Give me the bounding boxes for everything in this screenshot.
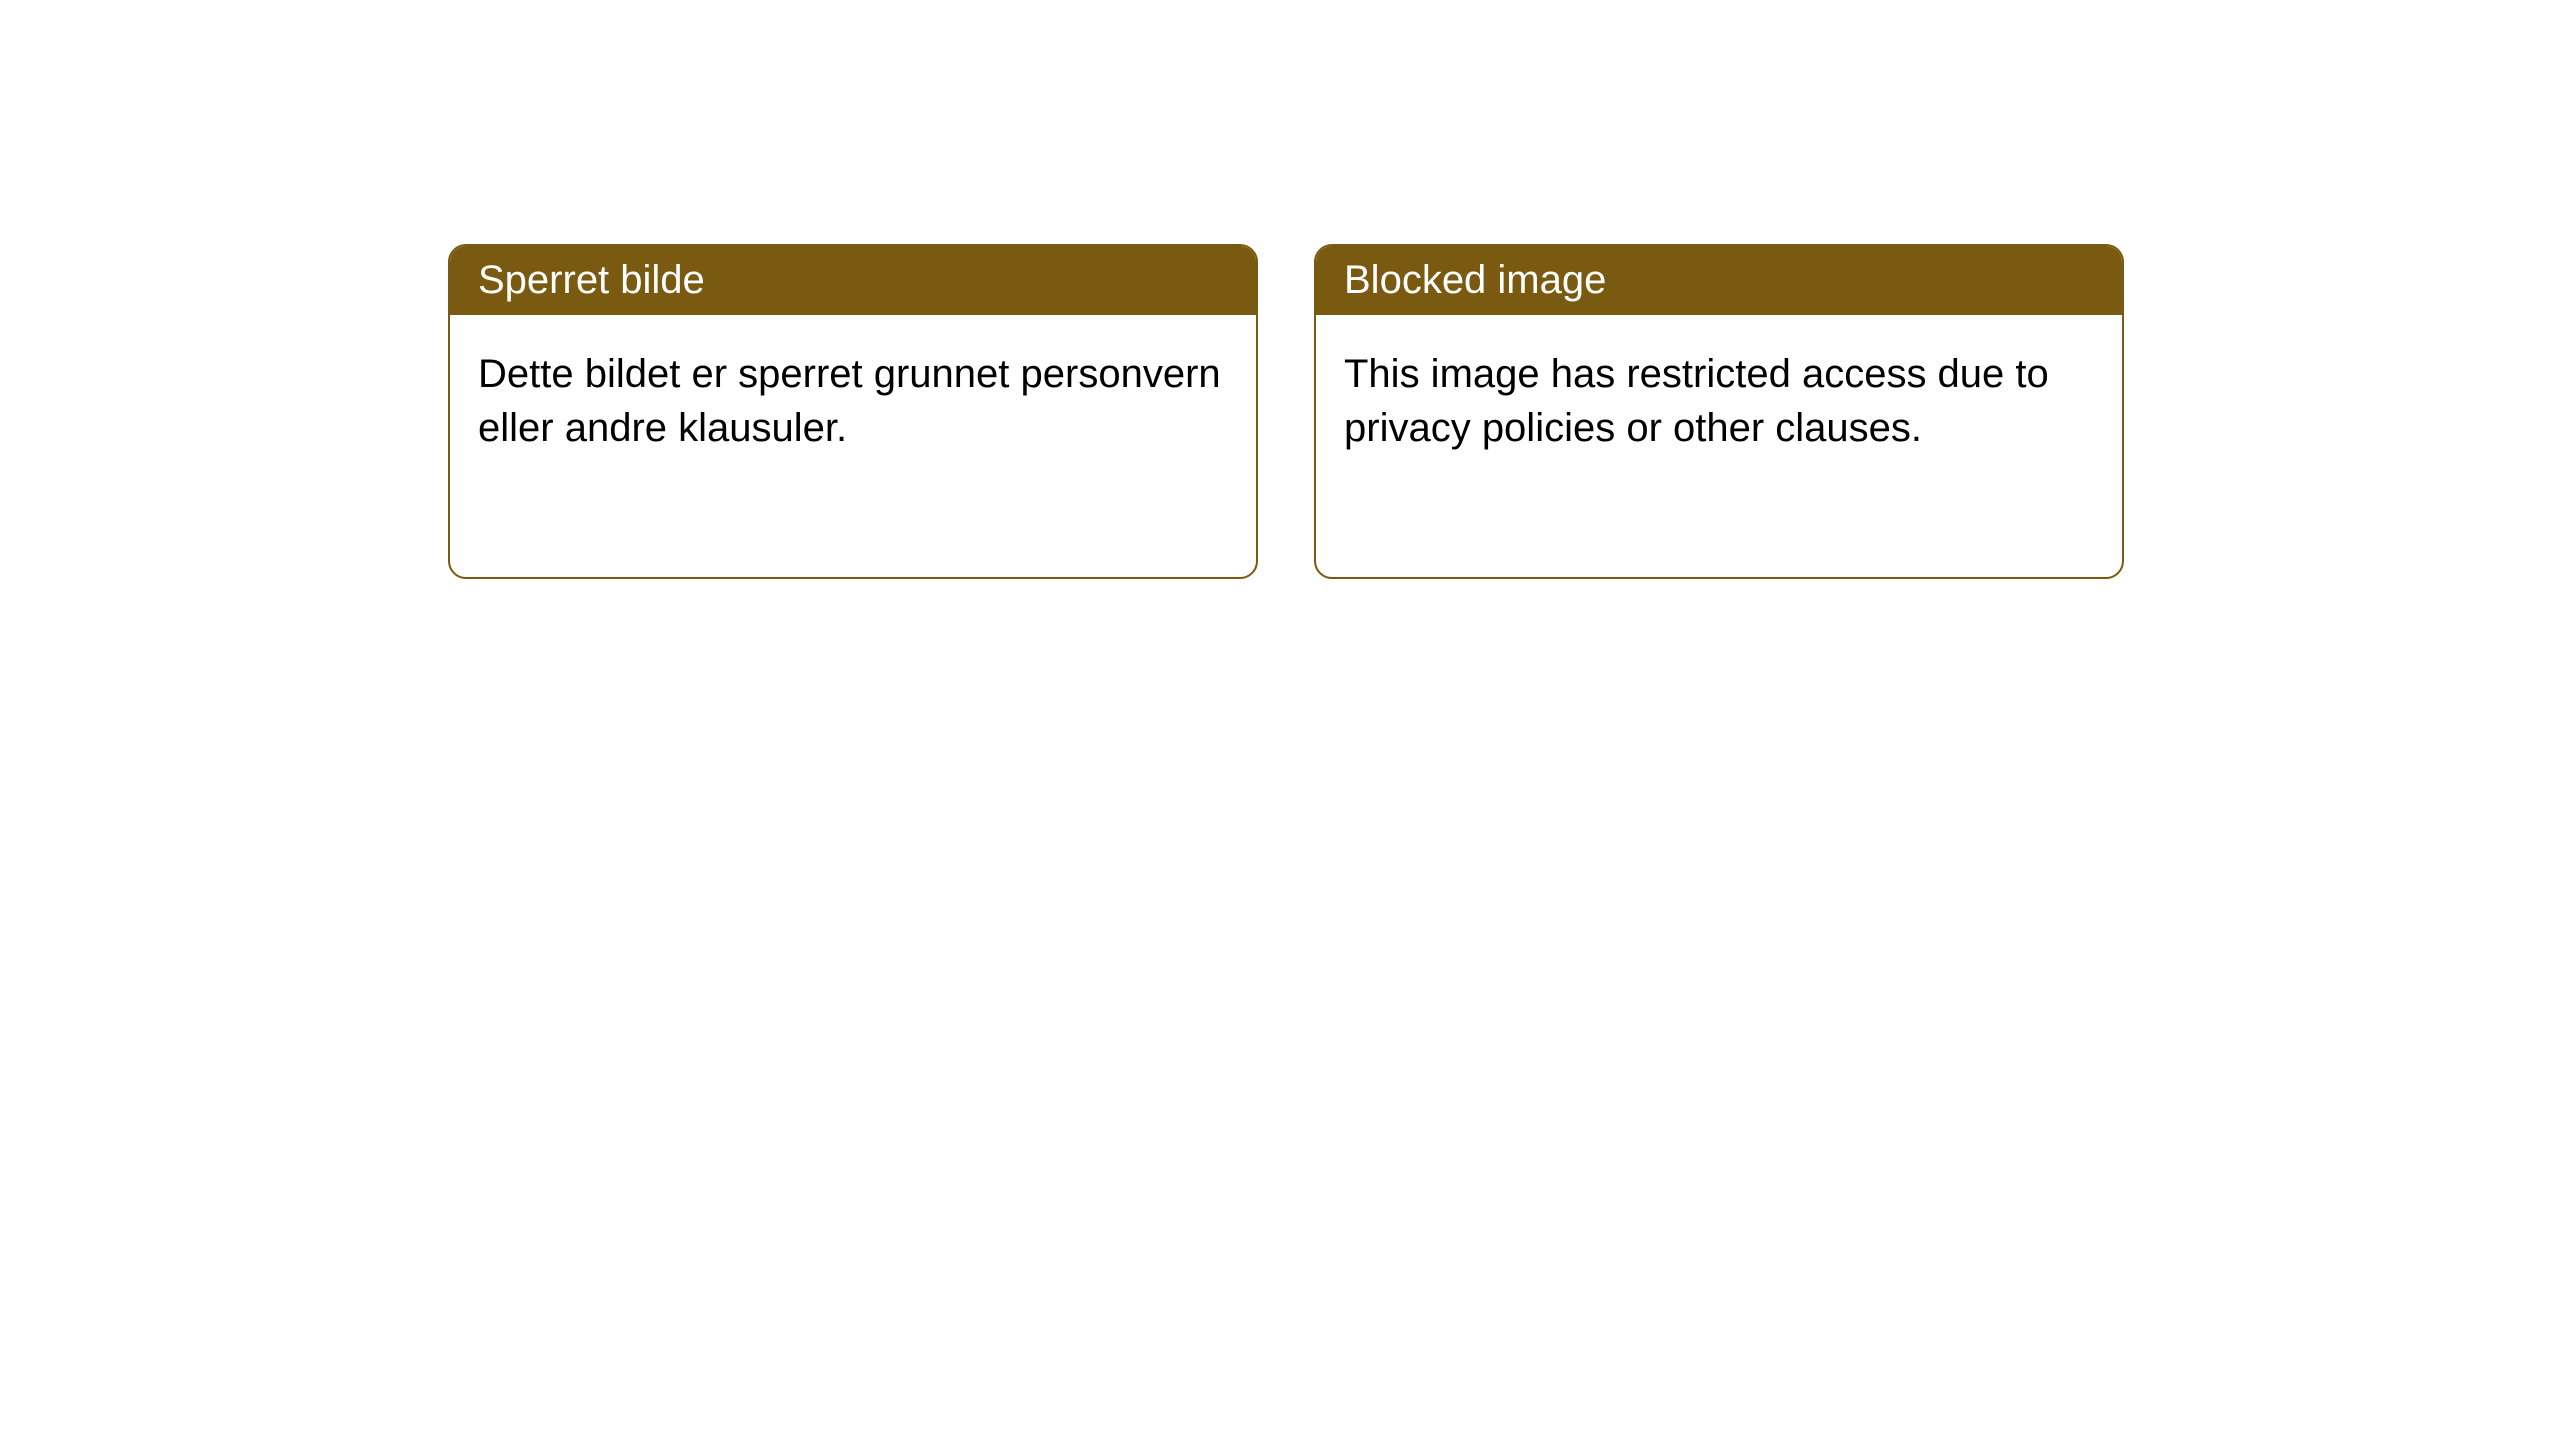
card-body-english: This image has restricted access due to … [1316, 315, 2122, 487]
notice-cards-container: Sperret bilde Dette bildet er sperret gr… [0, 0, 2560, 579]
card-header-english: Blocked image [1316, 246, 2122, 315]
card-header-norwegian: Sperret bilde [450, 246, 1256, 315]
notice-card-norwegian: Sperret bilde Dette bildet er sperret gr… [448, 244, 1258, 579]
notice-card-english: Blocked image This image has restricted … [1314, 244, 2124, 579]
card-body-norwegian: Dette bildet er sperret grunnet personve… [450, 315, 1256, 487]
